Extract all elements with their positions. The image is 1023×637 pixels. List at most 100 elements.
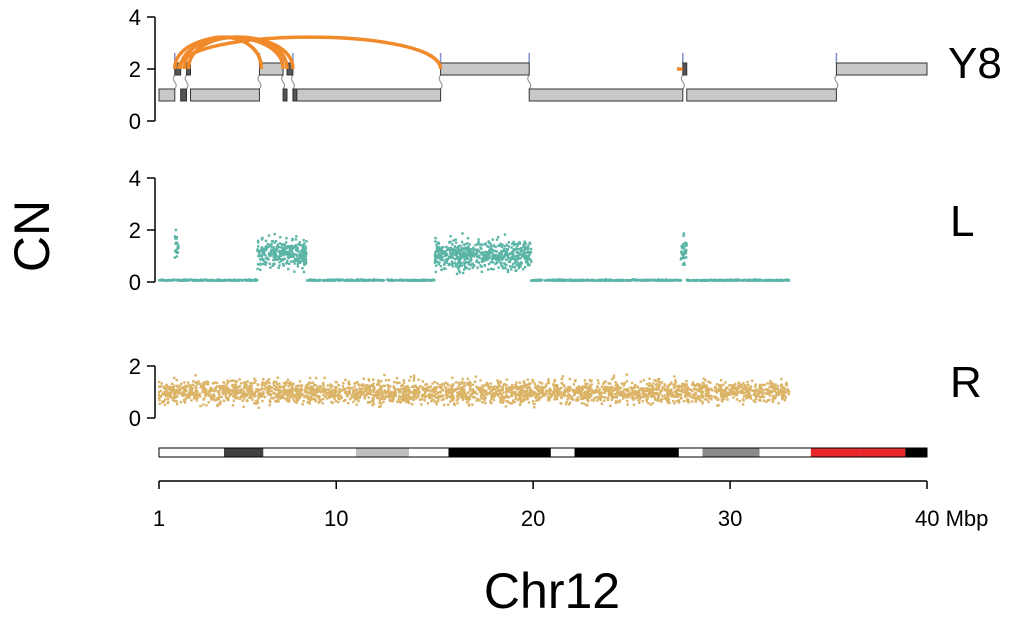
cn-point: [586, 382, 589, 386]
cn-point: [318, 400, 321, 404]
cn-point: [216, 397, 219, 400]
cn-point: [308, 400, 311, 404]
cn-point: [279, 254, 282, 257]
cn-point: [656, 378, 660, 381]
cn-point: [462, 255, 465, 259]
cn-point: [175, 237, 178, 240]
cn-point: [224, 279, 227, 282]
cn-point: [219, 384, 222, 388]
cn-point: [666, 385, 670, 388]
cn-point: [445, 253, 449, 256]
cn-point: [509, 252, 512, 255]
cn-point: [469, 259, 472, 262]
cn-point: [547, 381, 550, 385]
cn-point: [583, 396, 586, 399]
cn-point: [487, 268, 490, 271]
cn-point: [731, 391, 734, 395]
cn-point: [596, 399, 599, 402]
cn-point: [403, 393, 406, 396]
cn-point: [744, 386, 747, 389]
cn-point: [469, 385, 472, 388]
cn-point: [369, 389, 372, 392]
cn-point: [184, 384, 187, 387]
cn-point: [745, 388, 748, 391]
r-points: [157, 373, 791, 409]
cn-point: [224, 389, 227, 392]
cn-point: [281, 393, 284, 397]
cn-point: [283, 248, 286, 251]
r-y-axis: 02: [129, 354, 156, 431]
cn-point: [719, 279, 722, 282]
cn-point: [682, 261, 686, 265]
cn-point: [703, 384, 707, 387]
cn-point: [260, 246, 264, 250]
cn-point: [629, 279, 632, 282]
cn-point: [502, 249, 505, 252]
cn-point: [742, 395, 746, 398]
cn-point: [554, 384, 558, 387]
cn-point: [489, 250, 493, 254]
cn-point: [608, 386, 611, 389]
cn-point: [774, 279, 777, 282]
cn-point: [403, 387, 406, 390]
cn-point: [186, 396, 190, 399]
cn-point: [238, 385, 242, 388]
cn-point: [603, 386, 606, 389]
cn-point: [602, 399, 606, 403]
cn-point: [480, 251, 484, 255]
cn-point: [623, 392, 626, 395]
cn-point: [450, 396, 453, 399]
cn-point: [387, 388, 390, 392]
cn-point: [504, 266, 507, 270]
cn-point: [412, 379, 415, 382]
cn-point: [368, 386, 371, 390]
cn-point: [513, 257, 516, 261]
cn-point: [232, 389, 235, 392]
cn-point: [419, 385, 422, 388]
cn-point: [434, 236, 437, 240]
cn-point: [634, 397, 637, 400]
cn-point: [735, 393, 739, 397]
cn-point: [473, 396, 476, 399]
cn-point: [402, 397, 405, 401]
cn-point: [399, 395, 402, 398]
cn-point: [469, 256, 473, 259]
cn-point: [454, 262, 457, 266]
cn-point: [600, 402, 604, 405]
cn-point: [761, 395, 764, 399]
cn-point: [682, 253, 685, 257]
cn-point: [670, 395, 673, 398]
cn-point: [552, 384, 556, 388]
cn-point: [484, 401, 487, 405]
cn-point: [273, 241, 276, 244]
cn-point: [686, 386, 690, 389]
cn-point: [433, 400, 437, 403]
cn-point: [350, 278, 353, 281]
cn-point: [458, 253, 462, 257]
cn-point: [764, 388, 767, 391]
cn-point: [618, 392, 622, 396]
cn-point: [563, 392, 566, 396]
cn-point: [504, 390, 508, 394]
cn-point: [166, 385, 170, 389]
cn-point: [186, 385, 189, 388]
cn-point: [642, 379, 646, 382]
cn-point: [650, 395, 653, 398]
cn-point: [590, 398, 594, 402]
cn-point: [472, 250, 475, 253]
cn-point: [295, 254, 299, 258]
cn-point: [329, 389, 332, 393]
cn-point: [332, 394, 335, 397]
cn-point: [415, 391, 418, 395]
cn-point: [684, 252, 687, 255]
cn-point: [597, 390, 600, 393]
cn-point: [525, 260, 528, 263]
cn-point: [484, 250, 487, 254]
cn-point: [684, 249, 687, 253]
cn-point: [372, 390, 376, 393]
cn-point: [677, 399, 681, 402]
cn-point: [522, 245, 525, 249]
cn-point: [412, 398, 416, 401]
cn-point: [239, 396, 243, 399]
